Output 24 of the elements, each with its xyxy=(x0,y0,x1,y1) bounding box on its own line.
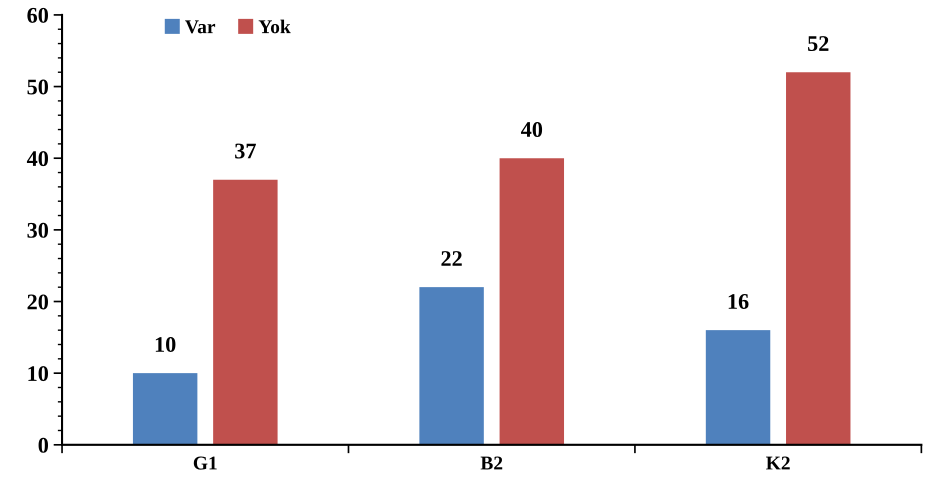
bar xyxy=(419,287,484,445)
x-tick-label: K2 xyxy=(766,456,790,470)
bar xyxy=(213,180,278,445)
y-tick-label: 60 xyxy=(27,8,48,23)
legend-label: Var xyxy=(185,20,216,34)
y-tick-label: 10 xyxy=(28,366,48,382)
data-label: 16 xyxy=(728,294,749,309)
data-label: 37 xyxy=(235,144,256,159)
y-tick-label: 50 xyxy=(28,79,48,94)
data-label: 10 xyxy=(156,336,176,352)
y-tick-label: 0 xyxy=(38,438,48,453)
bar xyxy=(500,158,564,445)
bar xyxy=(706,330,770,445)
data-label: 52 xyxy=(808,36,828,52)
data-label: 40 xyxy=(521,122,542,138)
y-tick-label: 30 xyxy=(27,222,48,238)
legend-label: Yok xyxy=(258,20,291,34)
x-tick-label: B2 xyxy=(480,456,502,470)
bar xyxy=(786,72,850,445)
data-label: 22 xyxy=(441,251,462,266)
x-tick-label: G1 xyxy=(194,456,217,470)
y-tick-label: 40 xyxy=(26,151,48,166)
bar xyxy=(132,373,198,445)
y-tick-label: 20 xyxy=(28,294,48,310)
